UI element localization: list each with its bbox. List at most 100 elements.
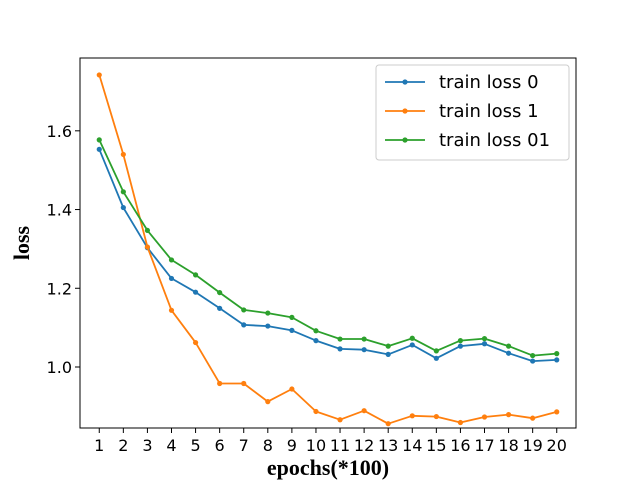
data-point-train-loss-1 [289,386,295,392]
x-tick-label: 8 [263,436,273,455]
x-tick-label: 5 [190,436,200,455]
data-point-train-loss-0 [385,351,391,357]
data-point-train-loss-1 [265,399,271,405]
x-tick-label: 4 [166,436,176,455]
data-point-train-loss-1 [217,380,223,387]
data-point-train-loss-1 [337,417,343,423]
data-point-train-loss-1 [457,419,464,426]
y-tick-label: 1.0 [47,358,72,377]
x-tick-label: 15 [426,436,446,455]
data-point-train-loss-01 [337,336,343,342]
x-axis-title: epochs(*100) [267,455,389,480]
data-point-train-loss-0 [120,204,126,211]
x-axis-ticks: 1 2 3 4 5 6 7 8 9 10 11 12 13 14 15 16 17 18 19 20 [94,428,567,455]
series-line-train-loss-0 [98,148,557,363]
data-point-train-loss-01 [241,307,247,313]
data-point-train-loss-01 [192,272,199,278]
data-point-train-loss-0 [313,338,319,344]
data-point-train-loss-01 [409,335,415,341]
legend-label-train-loss-1: train loss 1 [439,101,539,122]
data-point-train-loss-01 [505,343,512,349]
data-point-train-loss-0 [289,327,295,333]
x-tick-label: 20 [547,436,567,455]
data-point-train-loss-1 [313,408,319,415]
data-point-train-loss-01 [433,348,439,354]
y-tick-label: 1.4 [47,201,72,220]
data-point-train-loss-01 [144,227,151,234]
x-tick-label: 1 [94,436,104,455]
series-layer [96,72,560,427]
y-tick-label: 1.6 [47,122,72,141]
x-tick-label: 11 [330,436,350,455]
data-point-train-loss-1 [433,413,439,420]
data-point-train-loss-0 [530,358,536,364]
x-tick-label: 7 [239,436,249,455]
x-tick-label: 14 [402,436,422,455]
data-point-train-loss-0 [96,146,102,152]
data-point-train-loss-0 [409,342,415,348]
legend-marker-train-loss-01 [402,137,408,143]
data-point-train-loss-01 [457,338,464,344]
x-tick-label: 9 [287,436,297,455]
x-tick-label: 18 [498,436,518,455]
data-point-train-loss-01 [361,336,367,342]
data-point-train-loss-0 [361,347,367,353]
data-point-train-loss-1 [505,412,512,418]
data-point-train-loss-1 [192,339,199,346]
data-point-train-loss-1 [554,409,560,415]
data-point-train-loss-1 [96,72,102,78]
data-point-train-loss-01 [96,137,102,143]
data-point-train-loss-0 [505,350,512,356]
legend-marker-train-loss-0 [402,79,408,85]
data-point-train-loss-0 [168,275,175,282]
data-point-train-loss-01 [289,314,295,320]
data-point-train-loss-01 [265,310,271,316]
y-axis-ticks: 1.0 1.2 1.4 1.6 [47,122,80,377]
legend-label-train-loss-0: train loss 0 [439,72,539,93]
x-tick-label: 17 [474,436,494,455]
x-tick-label: 19 [522,436,542,455]
data-point-train-loss-01 [313,328,319,334]
x-tick-label: 13 [378,436,398,455]
data-point-train-loss-1 [481,414,488,420]
data-point-train-loss-01 [168,257,175,263]
legend-frame [375,64,570,161]
data-point-train-loss-1 [120,151,126,158]
data-point-train-loss-0 [337,346,343,352]
data-point-train-loss-01 [120,189,126,195]
x-tick-label: 16 [450,436,470,455]
x-tick-label: 2 [118,436,128,455]
data-point-train-loss-0 [217,305,223,311]
data-point-train-loss-0 [554,357,560,363]
data-point-train-loss-01 [385,343,391,349]
data-point-train-loss-0 [481,341,488,347]
data-point-train-loss-01 [217,289,223,296]
data-point-train-loss-1 [241,380,247,387]
series-line-train-loss-1 [98,74,557,425]
legend-marker-train-loss-1 [402,108,408,114]
data-point-train-loss-1 [409,413,415,419]
data-point-train-loss-01 [481,336,488,342]
data-point-train-loss-1 [144,244,151,250]
data-point-train-loss-0 [433,355,439,361]
data-point-train-loss-0 [192,289,199,295]
data-point-train-loss-01 [554,351,560,357]
y-axis-title: loss [9,225,34,260]
data-point-train-loss-0 [265,323,271,329]
data-point-train-loss-01 [530,352,536,359]
series-line-train-loss-01 [98,139,557,357]
x-tick-label: 6 [215,436,225,455]
data-point-train-loss-0 [457,343,464,349]
legend-label-train-loss-01: train loss 01 [439,130,550,151]
data-point-train-loss-0 [241,322,247,328]
data-point-train-loss-1 [385,421,391,427]
x-tick-label: 10 [306,436,326,455]
y-tick-label: 1.2 [47,279,72,298]
legend: train loss 0 train loss 1 train loss 01 [375,64,570,161]
data-point-train-loss-1 [530,415,536,421]
x-tick-label: 3 [142,436,152,455]
x-tick-label: 12 [354,436,374,455]
data-point-train-loss-1 [168,307,175,313]
data-point-train-loss-1 [361,408,367,414]
